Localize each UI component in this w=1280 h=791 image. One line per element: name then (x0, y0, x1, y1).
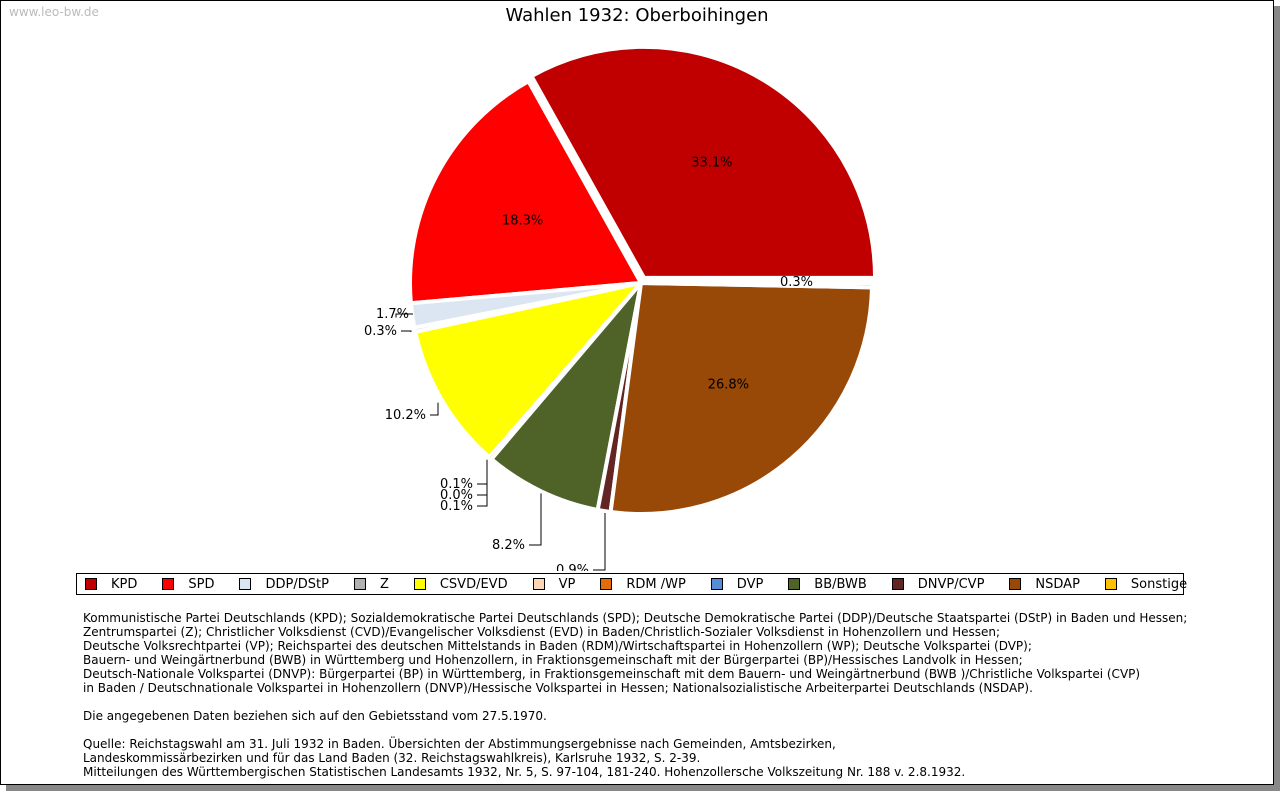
note-line: Kommunistische Partei Deutschlands (KPD)… (83, 611, 1188, 625)
legend-swatch (85, 578, 97, 590)
legend-swatch (710, 578, 723, 590)
note-line (83, 723, 1187, 737)
note-line: Mitteilungen des Württembergischen Stati… (83, 765, 966, 779)
legend-label: BB/BWB (814, 576, 867, 592)
legend-swatch (1104, 578, 1117, 590)
pie-slice-kpd (529, 44, 878, 280)
legend-label: NSDAP (1035, 576, 1080, 592)
legend-label: Z (379, 576, 389, 592)
pie-slice-nsdap (608, 281, 874, 516)
legend-label: RDM /WP (626, 576, 686, 592)
legend-item: DDP/DStP (239, 576, 329, 592)
chart-title: Wahlen 1932: Oberboihingen (505, 5, 769, 26)
slice-label: 0.3% (780, 275, 813, 290)
legend-label: DNVP/CVP (917, 576, 985, 592)
legend-item: VP (532, 576, 576, 592)
legend-swatch (413, 578, 426, 590)
slice-label: 0.1% (440, 477, 473, 492)
legend-swatch (239, 578, 252, 590)
note-line: Landeskommissärbezirken und für das Land… (83, 751, 701, 765)
slice-label: 8.2% (492, 538, 525, 553)
legend-item: Sonstige (1104, 576, 1188, 592)
slice-label: 0.1% (440, 499, 473, 514)
slice-label: 26.8% (708, 378, 749, 393)
slice-label: 0.9% (556, 563, 589, 571)
slice-label: 0.0% (440, 488, 473, 503)
note-line: Zentrumspartei (Z); Christlicher Volksdi… (83, 625, 1001, 639)
leader-line (430, 402, 439, 416)
note-line: Bauern- und Weingärtnerbund (BWB) in Wür… (83, 653, 1023, 667)
legend-item: NSDAP (1009, 577, 1080, 592)
legend-item: KPD (85, 577, 137, 592)
legend: KPD SPD DDP/DStP Z CSVD/EVD VP RDM /WP DVP BB/BW… (76, 573, 1188, 595)
legend-swatch (788, 578, 801, 590)
legend-label: CSVD/EVD (439, 576, 508, 592)
slice-label: 18.3% (502, 213, 543, 228)
slice-label: 1.7% (376, 307, 409, 322)
slice-label: 33.1% (691, 155, 732, 170)
pie-chart: 33.1% 18.3% 1.7% 0.3% 10.2% 0.1%0.0%0.1% 8.2% 0… (364, 44, 878, 571)
leader-line (477, 459, 488, 485)
note-line: in Baden / Deutschnationale Volkspartei … (83, 681, 1033, 695)
note-line: Deutsche Volksrechtpartei (VP); Reichspa… (83, 639, 1032, 653)
leader-line (477, 460, 488, 496)
legend-swatch (353, 578, 366, 590)
leader-line (529, 493, 542, 546)
legend-item: SPD (162, 577, 214, 592)
legend-swatch (162, 578, 175, 590)
legend-item: DVP (710, 576, 764, 592)
legend-swatch (600, 578, 613, 590)
leader-line (477, 460, 488, 507)
legend-item: BB/BWB (788, 576, 867, 592)
legend-label: DDP/DStP (265, 576, 329, 592)
legend-swatch (1009, 578, 1022, 590)
legend-label: Sonstige (1130, 576, 1188, 592)
legend-label: KPD (111, 576, 138, 592)
note-line: Die angegebenen Daten beziehen sich auf … (83, 709, 547, 723)
note-line (83, 695, 1187, 709)
legend-item: DNVP/CVP (891, 576, 985, 592)
notes: Kommunistische Partei Deutschlands (KPD)… (83, 611, 1187, 779)
watermark: www.leo-bw.de (9, 5, 99, 19)
legend-label: SPD (188, 576, 215, 592)
legend-item: RDM /WP (600, 576, 686, 592)
leader-line (593, 513, 606, 571)
note-line: Quelle: Reichstagswahl am 31. Juli 1932 … (83, 737, 836, 751)
legend-label: DVP (736, 576, 764, 592)
legend-label: VP (558, 576, 576, 592)
pie-slice-spd (408, 79, 643, 306)
legend-item: CSVD/EVD (413, 576, 508, 592)
slice-label: 10.2% (385, 408, 426, 423)
pie-slice-csvd-evd (413, 281, 643, 460)
legend-item: Z (353, 576, 389, 592)
legend-swatch (532, 578, 545, 590)
leader-line (395, 313, 413, 318)
pie-slice-sonstige (639, 281, 874, 290)
leader-line (401, 330, 412, 332)
pie-slice-bb-bwb (489, 281, 643, 512)
note-line: Deutsch-Nationale Volkspartei (DNVP): Bü… (83, 667, 1141, 681)
legend-swatch (891, 578, 904, 590)
slice-label: 0.3% (364, 324, 397, 339)
